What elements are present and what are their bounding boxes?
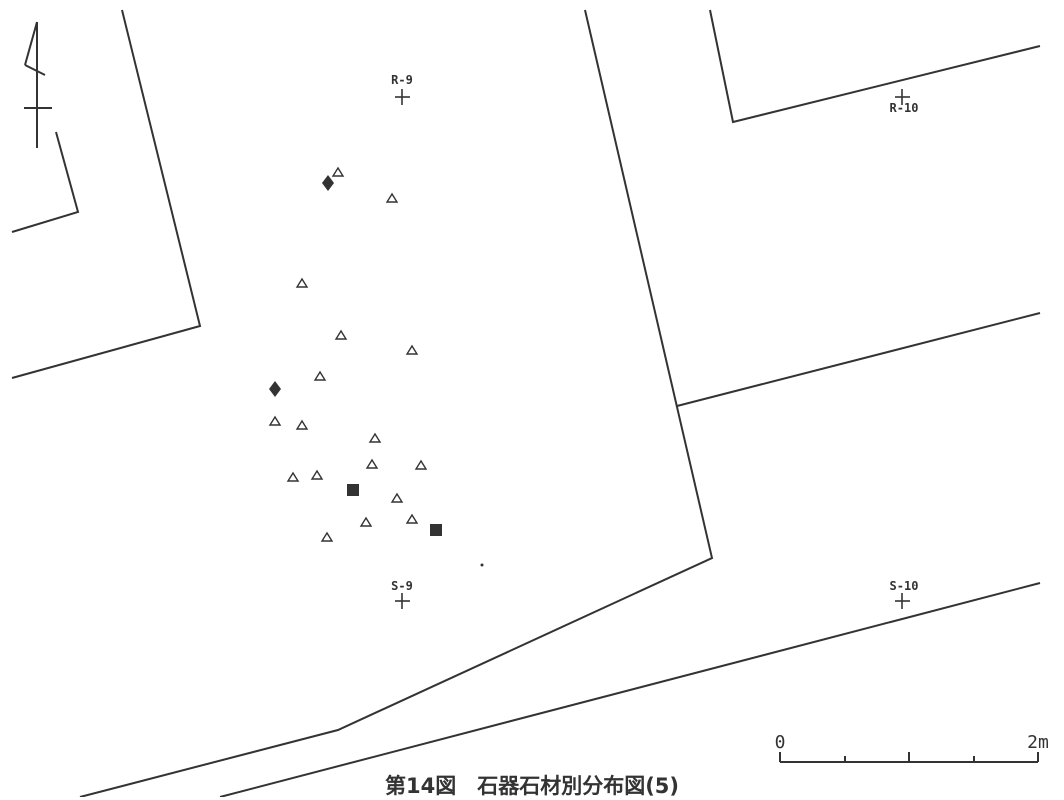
grid-label: R-9 [391,73,413,87]
north-arrow-icon [24,21,52,148]
square-markers [347,484,442,536]
triangle-marker [390,492,404,503]
triangle-marker [334,329,348,340]
triangle-marker [331,166,345,177]
triangle-marker [313,370,327,381]
square-marker [347,484,359,496]
boundary-line [11,9,202,379]
boundary-line [79,9,714,797]
grid-label: S-9 [391,579,413,593]
triangle-marker [405,513,419,524]
grid-point-r-10: R-10 [890,89,919,115]
grid-label: R-10 [890,101,919,115]
grid-point-s-9: S-9 [391,579,413,609]
triangle-marker [359,516,373,527]
grid-label: S-10 [890,579,919,593]
scale-bar: 0 2m [775,732,1049,763]
boundary-line [709,9,1041,124]
triangle-marker [385,192,399,203]
boundary-line [676,312,1041,407]
triangle-marker [268,415,282,426]
diamond-markers [269,175,334,397]
diamond-marker [269,381,281,397]
boundary-lines [11,9,1041,797]
triangle-marker [286,471,300,482]
grid-point-r-9: R-9 [391,73,413,105]
triangle-marker [368,432,382,443]
small-dot [480,563,484,567]
boundary-line [11,131,80,233]
boundary-line [219,582,1041,797]
grid-point-s-10: S-10 [890,579,919,609]
triangle-marker [320,531,334,542]
diamond-marker [322,175,334,191]
triangle-marker [405,344,419,355]
triangle-markers [268,166,428,542]
triangle-marker [414,459,428,470]
triangle-marker [310,469,324,480]
scale-start-label: 0 [775,732,786,753]
scale-end-label: 2m [1027,732,1049,753]
triangle-marker [295,419,309,430]
triangle-marker [295,277,309,288]
square-marker [430,524,442,536]
figure-caption: 第14図 石器石材別分布図(5) [384,774,680,798]
triangle-marker [365,458,379,469]
